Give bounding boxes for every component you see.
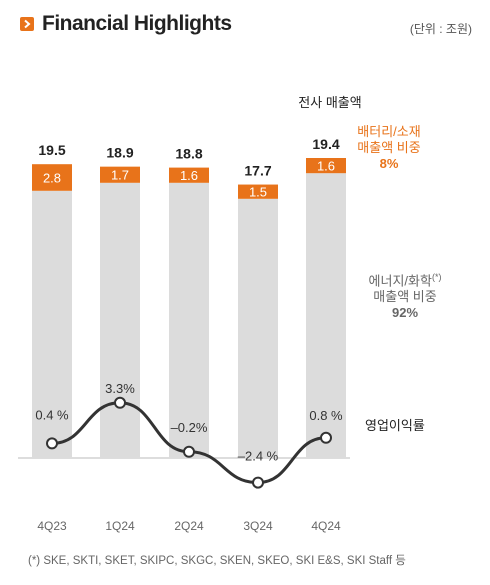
energy-share-line1: 에너지/화학 bbox=[368, 273, 432, 289]
op-margin-label: 영업이익률 bbox=[365, 418, 425, 433]
energy-bar bbox=[32, 190, 72, 459]
total-value-label: 18.9 bbox=[106, 145, 133, 161]
battery-share-value: 8% bbox=[379, 156, 399, 171]
total-value-label: 19.5 bbox=[38, 142, 65, 158]
battery-share-line1: 배터리/소재 bbox=[357, 124, 421, 139]
x-tick-label: 4Q23 bbox=[37, 519, 67, 533]
battery-value-label: 1.6 bbox=[180, 168, 198, 183]
op-margin-value-label: –2.4 % bbox=[238, 449, 279, 464]
energy-bar bbox=[100, 182, 140, 459]
battery-bar bbox=[306, 158, 346, 174]
op-margin-point bbox=[183, 445, 195, 458]
energy-bar bbox=[306, 173, 346, 458]
battery-share-note: 배터리/소재 매출액 비중 8% bbox=[348, 124, 430, 172]
op-margin-point bbox=[46, 437, 58, 450]
total-value-label: 18.8 bbox=[175, 146, 202, 162]
op-margin-value-label: 0.4 % bbox=[35, 407, 69, 422]
x-tick-label: 1Q24 bbox=[105, 519, 135, 533]
energy-share-note: 에너지/화학(*) 매출액 비중 92% bbox=[350, 269, 460, 321]
total-value-label: 17.7 bbox=[244, 163, 271, 179]
chart-header: Financial Highlights bbox=[20, 12, 232, 36]
battery-value-label: 1.5 bbox=[249, 185, 267, 200]
energy-bar bbox=[169, 182, 209, 459]
op-margin-value-label: 0.8 % bbox=[309, 408, 343, 423]
battery-value-label: 1.7 bbox=[111, 168, 129, 183]
x-tick-label: 4Q24 bbox=[311, 519, 341, 533]
energy-share-line2: 매출액 비중 bbox=[373, 289, 437, 305]
unit-label: (단위 : 조원) bbox=[409, 22, 472, 36]
energy-share-value: 92% bbox=[391, 305, 419, 321]
battery-value-label: 2.8 bbox=[43, 171, 61, 186]
battery-bar bbox=[32, 164, 72, 191]
op-margin-point bbox=[252, 476, 264, 489]
battery-bar bbox=[100, 166, 140, 183]
energy-share-sup: (*) bbox=[431, 272, 442, 282]
battery-bar bbox=[238, 184, 278, 199]
total-revenue-label: 전사 매출액 bbox=[298, 95, 362, 110]
total-value-label: 19.4 bbox=[312, 136, 339, 152]
chevron-right-icon bbox=[20, 17, 34, 31]
battery-value-label: 1.6 bbox=[317, 159, 335, 174]
energy-share-line1-wrap: 에너지/화학(*) bbox=[350, 269, 460, 289]
energy-bar bbox=[238, 198, 278, 459]
op-margin-point bbox=[114, 396, 126, 409]
footnote: (*) SKE, SKTI, SKET, SKIPC, SKGC, SKEN, … bbox=[28, 555, 406, 567]
op-margin-point bbox=[320, 431, 332, 444]
op-margin-value-label: 3.3% bbox=[105, 381, 135, 396]
op-margin-value-label: –0.2% bbox=[171, 420, 208, 435]
x-tick-label: 3Q24 bbox=[243, 519, 273, 533]
chart-title: Financial Highlights bbox=[42, 12, 232, 35]
battery-share-line2: 매출액 비중 bbox=[357, 140, 421, 155]
x-tick-label: 2Q24 bbox=[174, 519, 204, 533]
battery-bar bbox=[169, 167, 209, 183]
